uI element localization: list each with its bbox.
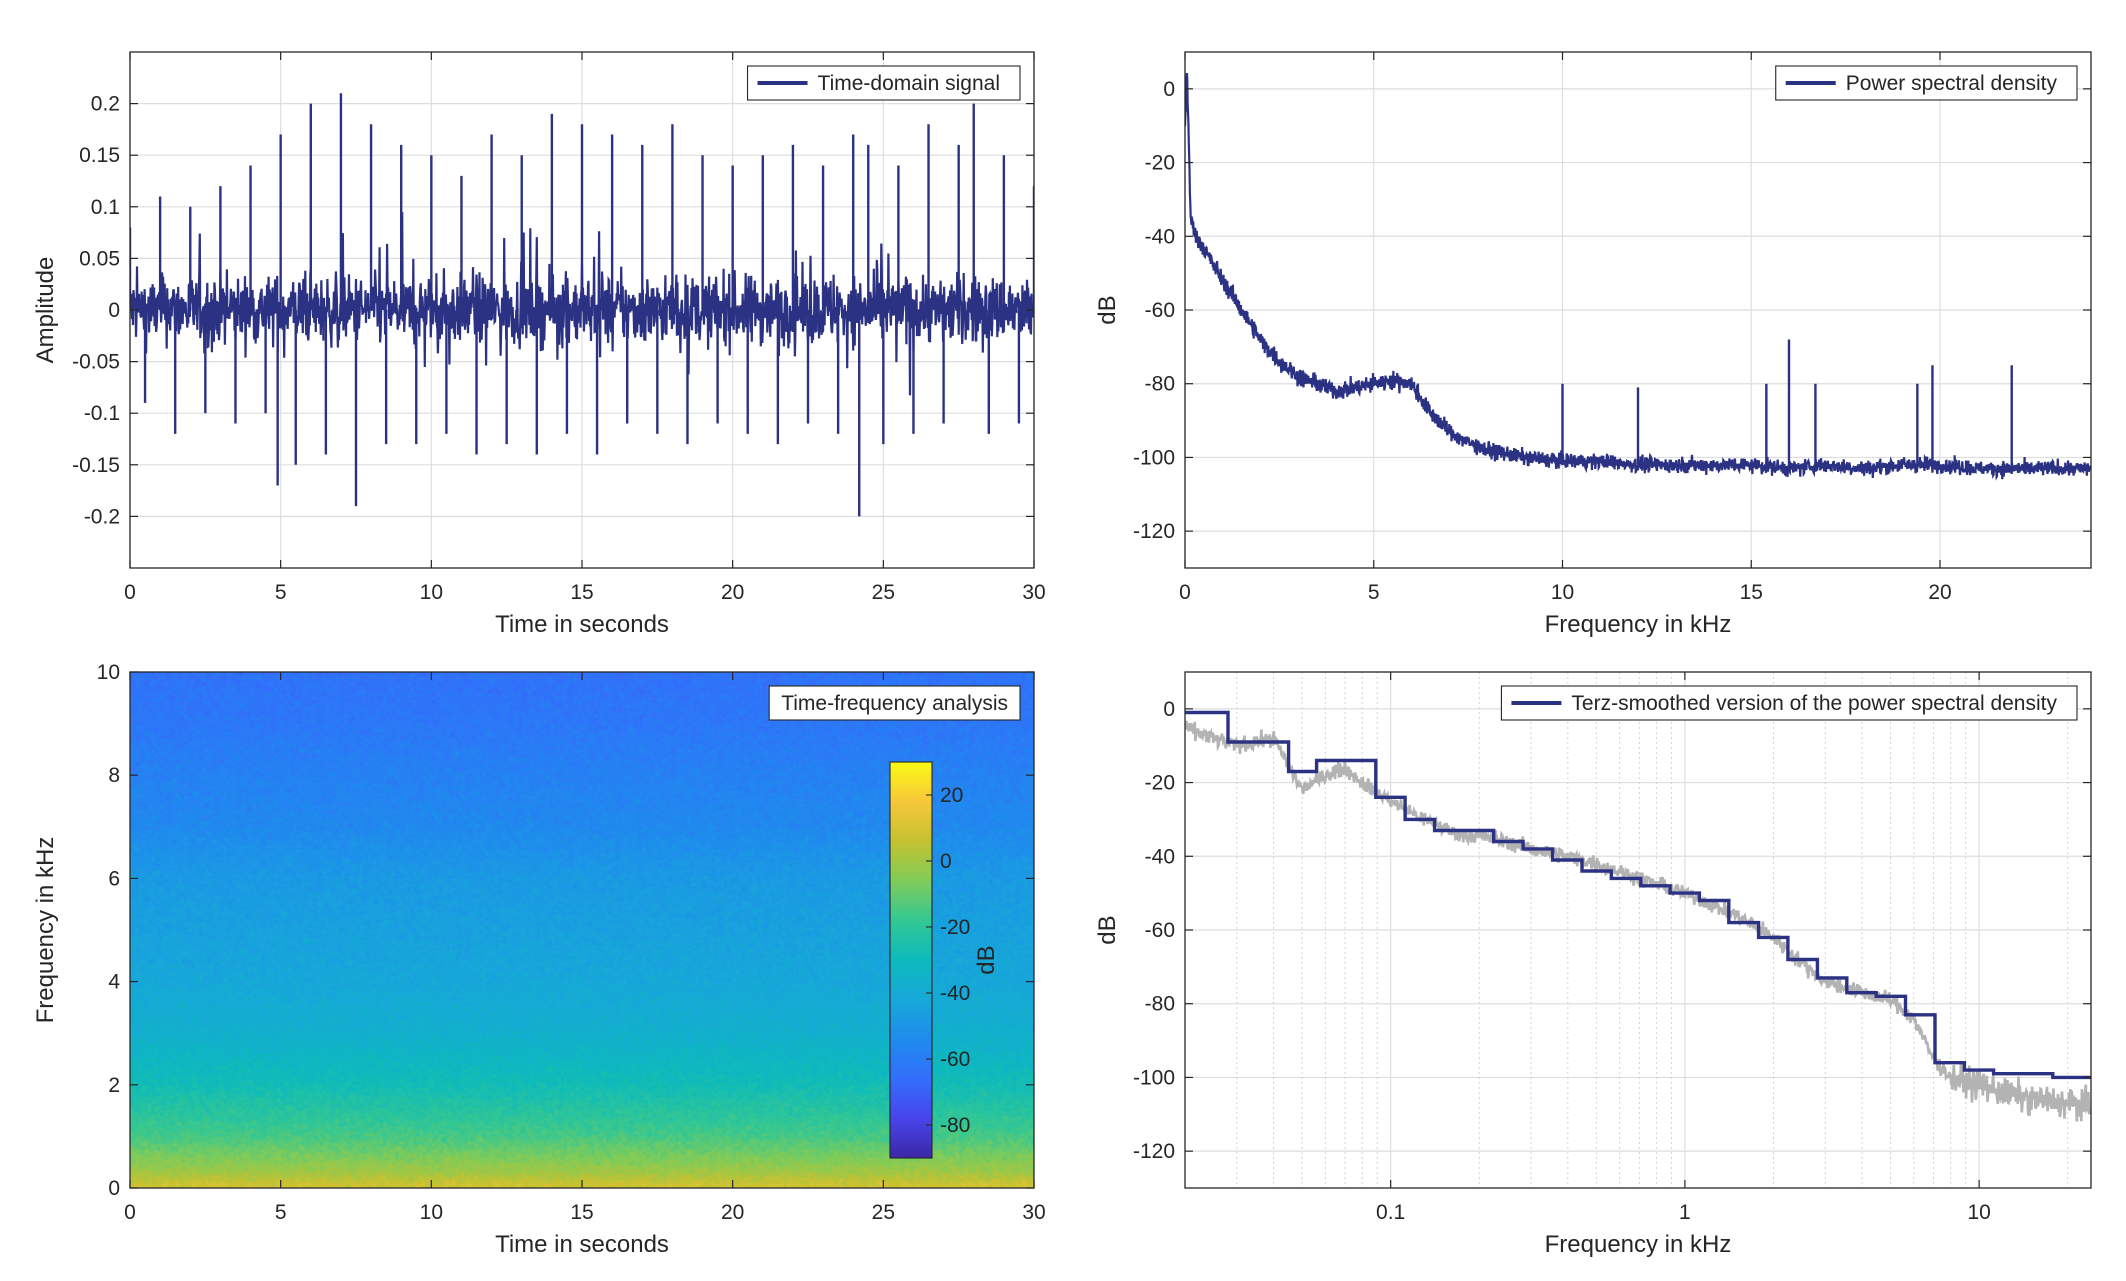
time-signal-ytick-label: -0.05 [72,351,120,374]
spectrogram-legend-box [768,685,1021,721]
psd-linear-xtick-label: 5 [1368,581,1380,604]
psd-linear-xlabel: Frequency in kHz [1545,611,1732,638]
spectrogram-colorbar-tick-label: 0 [940,850,952,873]
psd-linear-ytick-label: 0 [1163,78,1175,101]
psd-linear-xtick-label: 0 [1179,581,1191,604]
psd-terz-ytick-label: -40 [1145,845,1175,868]
time-signal-xtick-label: 20 [721,581,744,604]
time-signal-ytick-label: -0.2 [84,505,120,528]
spectrogram-ytick-label: 2 [108,1074,120,1097]
psd-terz-ytick-label: -20 [1145,772,1175,795]
time-signal-plot [130,93,1034,517]
psd-linear-series-line [1185,73,2091,481]
psd-linear-ytick-label: -60 [1145,299,1175,322]
time-signal-ytick-label: 0.2 [91,93,120,116]
time-signal-xtick-label: 15 [570,581,593,604]
psd-terz-legend-label: Terz-smoothed version of the power spect… [1571,692,2057,715]
spectrogram-xtick-label: 30 [1022,1201,1045,1224]
time-signal-xtick-label: 30 [1022,581,1045,604]
psd-terz-xtick-label: 10 [1967,1201,1990,1224]
psd-linear-xtick-label: 10 [1551,581,1574,604]
psd-terz-legend-box [1500,685,2078,721]
time-signal-legend-label: Time-domain signal [818,72,1000,95]
spectrogram-ytick-label: 0 [108,1177,120,1200]
time-signal-xtick-label: 10 [420,581,443,604]
psd-terz-ytick-label: -80 [1145,993,1175,1016]
time-signal-xtick-label: 25 [872,581,895,604]
psd-terz-xtick-label: 0.1 [1376,1201,1405,1224]
spectrogram-colorbar: 20 0 -20 -40 -60 -80 dB [889,761,1000,1159]
spectrogram-colorbar-label: dB [973,945,1000,974]
time-signal-legend: Time-domain signal [746,65,1021,101]
spectrogram-ylabel: Frequency in kHz [32,837,59,1024]
psd-linear-ytick-label: -20 [1145,152,1175,175]
spectrogram-frame: 0 5 10 15 20 25 30 0 2 4 6 8 10 Time in seconds Freque… [32,661,1046,1258]
spectrogram-colorbar-tick-label: 20 [940,784,963,807]
time-signal-ytick-label: 0.15 [79,144,120,167]
spectrogram-ytick-label: 4 [108,971,120,994]
spectrogram-xtick-label: 0 [124,1201,136,1224]
spectrogram-colorbar-tick-label: -80 [940,1114,970,1137]
psd-terz-xlabel: Frequency in kHz [1545,1231,1732,1258]
psd-linear-ytick-label: -40 [1145,225,1175,248]
psd-terz-plot [1185,710,2091,1122]
psd-linear-ytick-label: -100 [1133,446,1175,469]
psd-linear-xtick-label: 20 [1928,581,1951,604]
time-signal-ytick-label: 0.1 [91,196,120,219]
psd-terz-frame: 0.1 1 10 0 -20 -40 -60 -80 -100 -120 Frequency in … [1094,671,2092,1258]
psd-linear-ytick-label: -120 [1133,520,1175,543]
psd-terz-ytick-label: -100 [1133,1066,1175,1089]
time-signal-frame: 0 5 10 15 20 25 30 0.2 0.15 0.1 0.05 0 -0.05 -0.1 -0.1… [32,51,1046,638]
psd-terz-ytick-label: 0 [1163,698,1175,721]
spectrogram-colorbar-bar [889,761,933,1159]
time-signal-ylabel: Amplitude [32,257,59,364]
spectrogram-plot [130,672,1034,1188]
spectrogram-xtick-label: 15 [570,1201,593,1224]
spectrogram-ytick-label: 10 [97,661,120,684]
psd-linear-plot [1185,73,2091,481]
spectrogram-legend-label: Time-frequency analysis [781,692,1008,715]
psd-terz-ylabel: dB [1094,915,1121,944]
time-signal-ytick-label: -0.1 [84,402,120,425]
spectrogram-heatmap-image [130,672,1034,1188]
time-signal-xlabel: Time in seconds [495,611,669,638]
psd-terz-xtick-label: 1 [1679,1201,1691,1224]
spectrogram-colorbar-tick-label: -20 [940,916,970,939]
psd-linear-axes [1184,52,2091,568]
psd-terz-ytick-label: -60 [1145,919,1175,942]
time-signal-ytick-label: -0.15 [72,454,120,477]
psd-terz-axes [1185,672,2091,1188]
psd-terz-raw-line [1185,720,2091,1122]
spectrogram-ytick-label: 8 [108,764,120,787]
psd-terz-grid [1185,672,2091,1188]
spectrogram-xtick-label: 20 [721,1201,744,1224]
time-signal-xtick-label: 5 [275,581,287,604]
spectrogram-xtick-label: 25 [872,1201,895,1224]
psd-linear-ylabel: dB [1094,295,1121,324]
psd-linear-ytick-label: -80 [1145,373,1175,396]
time-signal-ytick-label: 0 [108,299,120,322]
spectrogram-colorbar-tick-label: -40 [940,982,970,1005]
time-signal-xtick-label: 0 [124,581,136,604]
psd-linear-legend: Power spectral density [1775,65,2078,101]
psd-terz-smoothed-line [1185,710,2091,1080]
time-signal-ytick-label: 0.05 [79,247,120,270]
psd-terz-ytick-label: -120 [1133,1140,1175,1163]
psd-linear-legend-label: Power spectral density [1846,72,2058,95]
psd-linear-frame: 0 5 10 15 20 0 -20 -40 -60 -80 -100 -120 Frequency i… [1094,51,2092,638]
spectrogram-xtick-label: 10 [420,1201,443,1224]
psd-linear-grid [1184,52,2091,568]
spectrogram-legend: Time-frequency analysis [768,685,1021,721]
spectrogram-ytick-label: 6 [108,867,120,890]
psd-terz-legend: Terz-smoothed version of the power spect… [1500,685,2078,721]
spectrogram-colorbar-tick-label: -60 [940,1048,970,1071]
spectrogram-xlabel: Time in seconds [495,1231,669,1258]
spectrogram-xtick-label: 5 [275,1201,287,1224]
psd-linear-xtick-label: 15 [1740,581,1763,604]
